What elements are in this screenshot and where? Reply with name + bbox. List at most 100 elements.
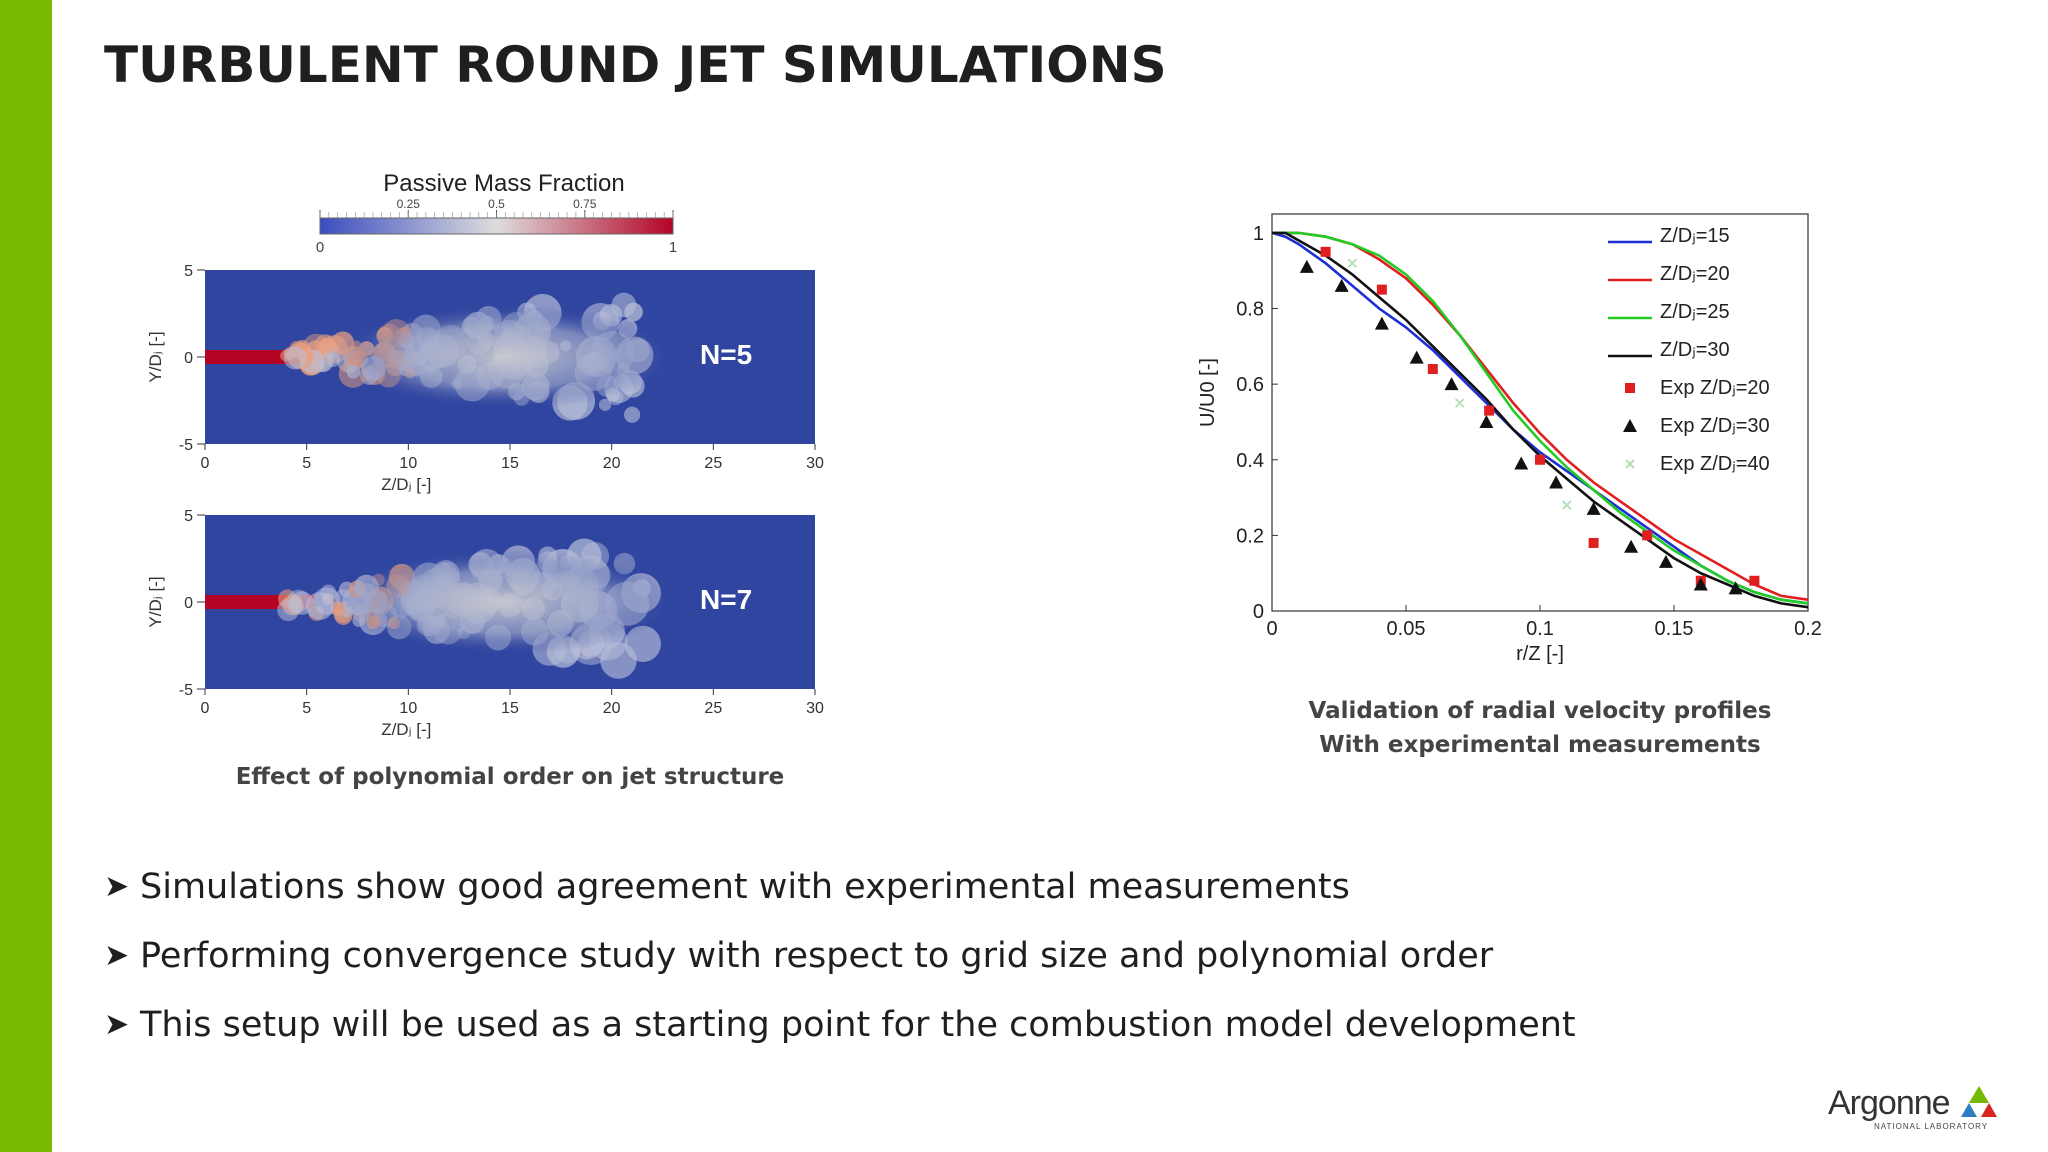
x-tick-label: 0.15 xyxy=(1655,618,1694,640)
x-tick-label: 0 xyxy=(1266,618,1277,640)
x-tick-label: 0.2 xyxy=(1794,618,1822,640)
legend-label: Z/Dⱼ=30 xyxy=(1660,339,1730,361)
bullet-text: Performing convergence study with respec… xyxy=(140,935,1494,976)
panel-label: N=5 xyxy=(700,339,752,370)
bullet-item: ➤ Performing convergence study with respe… xyxy=(104,921,1576,990)
data-point-triangle xyxy=(1624,539,1639,553)
x-tick-label: 0.1 xyxy=(1526,618,1554,640)
y-tick-label: 0.4 xyxy=(1236,450,1264,472)
data-point-square xyxy=(1642,530,1653,541)
data-point-triangle xyxy=(1334,278,1349,292)
data-point-cross xyxy=(1454,398,1465,408)
y-tick-label: -5 xyxy=(179,682,193,699)
plume-envelope xyxy=(335,305,675,409)
bullet-item: ➤ This setup will be used as a starting p… xyxy=(104,990,1576,1059)
colorbar-tick-label: 0.75 xyxy=(573,197,597,211)
accent-sidebar xyxy=(0,0,52,1152)
x-tick-label: 0.05 xyxy=(1387,618,1426,640)
plume-eddy xyxy=(315,334,336,355)
bullet-text: This setup will be used as a starting po… xyxy=(140,1004,1576,1045)
series-line xyxy=(1272,231,1809,605)
plume-eddy xyxy=(283,346,307,370)
plume-eddy xyxy=(611,292,637,318)
data-point-triangle xyxy=(1479,414,1494,428)
data-point-triangle xyxy=(1623,419,1637,432)
y-axis-label: U/U0 [-] xyxy=(1197,358,1219,427)
data-point-square xyxy=(1484,405,1495,416)
x-tick-label: 25 xyxy=(704,700,722,717)
data-point-triangle xyxy=(1658,554,1673,568)
data-point-triangle xyxy=(1693,577,1708,591)
argonne-logo: Argonne NATIONAL LABORATORY xyxy=(1828,1082,2000,1132)
slide-title: TURBULENT ROUND JET SIMULATIONS xyxy=(104,36,1167,94)
data-point-cross xyxy=(1562,500,1572,510)
jet-simulation-figure: Passive Mass Fraction 0 0.25 0.5 0.75 1 N=5 … xyxy=(140,160,840,820)
panel-label: N=7 xyxy=(700,584,752,615)
data-point-square xyxy=(1625,383,1635,393)
x-tick-label: 0 xyxy=(201,455,210,472)
simulation-panel-n7: N=7 xyxy=(205,515,815,689)
y-tick-label: 0 xyxy=(184,595,193,612)
y-axis-label: Y/Dⱼ [-] xyxy=(146,331,165,382)
colorbar-tick-label: 0.25 xyxy=(397,197,421,211)
bullet-item: ➤ Simulations show good agreement with ex… xyxy=(104,852,1576,921)
y-tick-label: 0.6 xyxy=(1236,374,1264,396)
x-tick-label: 30 xyxy=(806,700,824,717)
legend-label: Exp Z/Dⱼ=40 xyxy=(1660,453,1770,475)
colorbar-tick-label: 1 xyxy=(669,239,677,256)
legend-label: Z/Dⱼ=25 xyxy=(1660,301,1730,323)
colorbar xyxy=(319,217,674,235)
plume-eddy xyxy=(598,398,612,411)
legend-label: Z/Dⱼ=20 xyxy=(1660,263,1730,285)
right-figure-caption: Validation of radial velocity profiles W… xyxy=(1230,694,1850,762)
x-tick-label: 25 xyxy=(704,455,722,472)
data-point-triangle xyxy=(1549,475,1564,489)
series-line xyxy=(1272,231,1809,609)
bullet-text: Simulations show good agreement with exp… xyxy=(140,866,1350,907)
legend-label: Exp Z/Dⱼ=30 xyxy=(1660,415,1770,437)
plume-eddy xyxy=(623,406,641,423)
left-figure-caption: Effect of polynomial order on jet struct… xyxy=(235,764,785,790)
y-tick-label: -5 xyxy=(179,437,193,454)
x-axis-label: Z/Dⱼ [-] xyxy=(381,475,431,494)
x-tick-label: 5 xyxy=(302,455,311,472)
argonne-triangle-icon xyxy=(1961,1086,1997,1117)
data-point-triangle xyxy=(1374,316,1389,330)
arrow-bullet-icon: ➤ xyxy=(104,868,130,904)
velocity-chart-svg: 0 0.05 0.1 0.15 0.2 0 0.2 0.4 0.6 0.8 1 r/Z [-] U/U0… xyxy=(1197,213,1822,665)
y-tick-label: 0.2 xyxy=(1236,525,1264,547)
x-tick-label: 0 xyxy=(201,700,210,717)
logo-name: Argonne xyxy=(1828,1084,1951,1122)
logo-subtitle: NATIONAL LABORATORY xyxy=(1874,1122,1989,1131)
velocity-profile-chart: 0 0.05 0.1 0.15 0.2 0 0.2 0.4 0.6 0.8 1 r/Z [-] U/U0… xyxy=(1190,200,1850,680)
caption-line-2: With experimental measurements xyxy=(1319,732,1761,758)
x-tick-label: 5 xyxy=(302,700,311,717)
x-tick-label: 10 xyxy=(399,700,417,717)
x-tick-label: 20 xyxy=(603,455,621,472)
simulation-panel-n5: N=5 xyxy=(205,270,815,444)
data-point-triangle xyxy=(1299,259,1314,273)
colorbar-tick-label: 0 xyxy=(316,239,324,256)
data-point-square xyxy=(1588,537,1599,548)
bullet-list: ➤ Simulations show good agreement with ex… xyxy=(104,852,1576,1059)
data-point-square xyxy=(1749,575,1760,586)
data-point-triangle xyxy=(1444,377,1459,391)
y-tick-label: 0 xyxy=(184,350,193,367)
y-tick-label: 5 xyxy=(184,263,193,280)
data-point-cross xyxy=(1347,258,1358,268)
data-point-square xyxy=(1376,284,1387,295)
data-point-triangle xyxy=(1409,350,1424,364)
arrow-bullet-icon: ➤ xyxy=(104,1006,130,1042)
y-tick-label: 0 xyxy=(1253,601,1264,623)
legend-label: Exp Z/Dⱼ=20 xyxy=(1660,377,1770,399)
x-axis-label: Z/Dⱼ [-] xyxy=(381,720,431,739)
x-tick-label: 15 xyxy=(501,700,519,717)
data-point-square xyxy=(1535,454,1545,465)
y-axis-label: Y/Dⱼ [-] xyxy=(146,576,165,627)
x-tick-label: 30 xyxy=(806,455,824,472)
arrow-bullet-icon: ➤ xyxy=(104,937,130,973)
data-point-triangle xyxy=(1586,501,1601,515)
colorbar-title: Passive Mass Fraction xyxy=(383,170,624,197)
x-tick-label: 15 xyxy=(501,455,519,472)
data-point-triangle xyxy=(1514,456,1529,470)
